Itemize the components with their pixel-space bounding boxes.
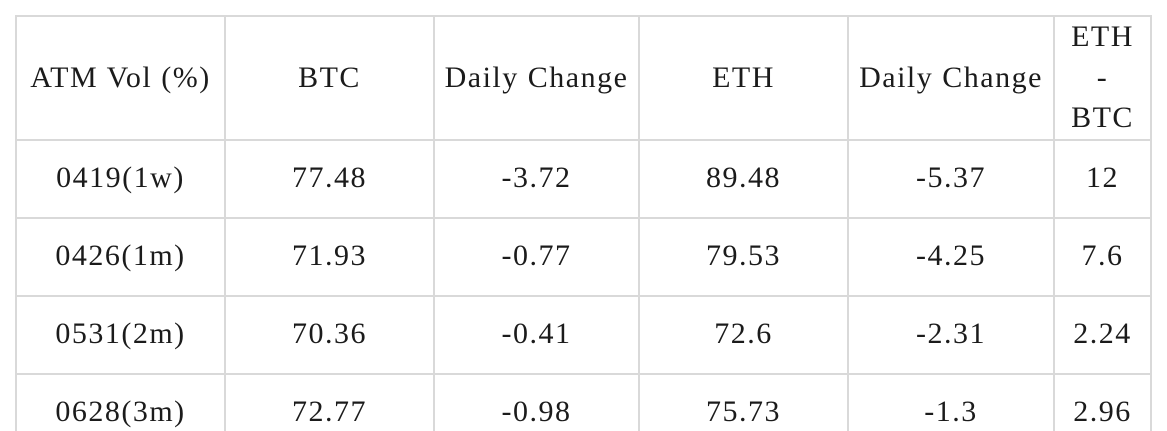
- cell-btc-change: -3.72: [433, 138, 640, 219]
- cell-eth-vol: 89.48: [638, 138, 849, 219]
- cell-btc-vol: 70.36: [224, 294, 435, 375]
- atm-vol-table: ATM Vol (%) BTC Daily Change ETH Daily C…: [15, 15, 1152, 431]
- header-cell-btc: BTC: [224, 15, 435, 141]
- table-row-0531-2m: 0531(2m) 70.36 -0.41 72.6 -2.31 2.24: [15, 294, 1152, 375]
- table-row-0628-3m: 0628(3m) 72.77 -0.98 75.73 -1.3 2.96: [15, 372, 1152, 431]
- cell-btc-vol: 71.93: [224, 216, 435, 297]
- cell-btc-change: -0.41: [433, 294, 640, 375]
- cell-btc-change: -0.77: [433, 216, 640, 297]
- cell-eth-change: -4.25: [847, 216, 1055, 297]
- cell-eth-vol: 75.73: [638, 372, 849, 431]
- cell-expiry: 0419(1w): [15, 138, 226, 219]
- cell-eth-change: -5.37: [847, 138, 1055, 219]
- cell-eth-change: -2.31: [847, 294, 1055, 375]
- cell-expiry: 0531(2m): [15, 294, 226, 375]
- cell-btc-change: -0.98: [433, 372, 640, 431]
- header-cell-atm-vol: ATM Vol (%): [15, 15, 226, 141]
- header-cell-eth-change: Daily Change: [847, 15, 1055, 141]
- cell-spread: 2.24: [1053, 294, 1152, 375]
- cell-expiry: 0628(3m): [15, 372, 226, 431]
- cell-btc-vol: 72.77: [224, 372, 435, 431]
- cell-eth-vol: 79.53: [638, 216, 849, 297]
- header-cell-eth-minus-btc: ETH - BTC: [1053, 15, 1152, 141]
- cell-btc-vol: 77.48: [224, 138, 435, 219]
- cell-eth-vol: 72.6: [638, 294, 849, 375]
- cell-spread: 12: [1053, 138, 1152, 219]
- header-cell-btc-change: Daily Change: [433, 15, 640, 141]
- cell-spread: 7.6: [1053, 216, 1152, 297]
- cell-spread: 2.96: [1053, 372, 1152, 431]
- header-row: ATM Vol (%) BTC Daily Change ETH Daily C…: [15, 15, 1152, 141]
- cell-expiry: 0426(1m): [15, 216, 226, 297]
- table-row-0426-1m: 0426(1m) 71.93 -0.77 79.53 -4.25 7.6: [15, 216, 1152, 297]
- cell-eth-change: -1.3: [847, 372, 1055, 431]
- header-cell-eth: ETH: [638, 15, 849, 141]
- table-row-0419-1w: 0419(1w) 77.48 -3.72 89.48 -5.37 12: [15, 138, 1152, 219]
